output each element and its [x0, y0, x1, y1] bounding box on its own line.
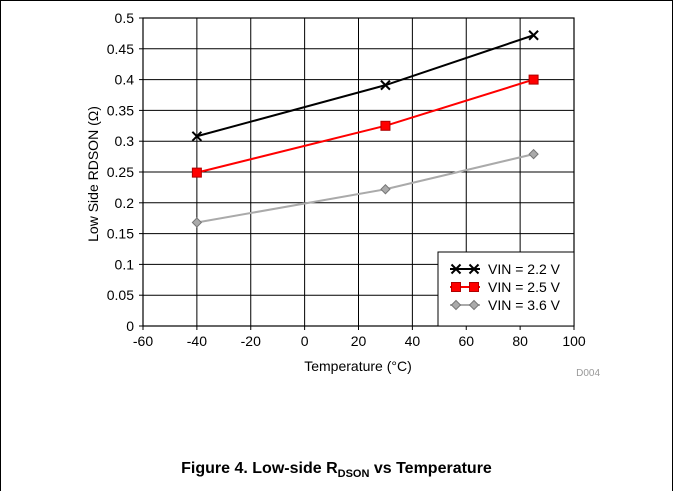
x-tick-label: 40 [405, 333, 421, 349]
y-tick-label: 0.35 [107, 102, 134, 118]
legend-item: VIN = 3.6 V [450, 297, 561, 313]
series-3 [191, 148, 539, 228]
y-tick-label: 0.4 [115, 72, 135, 88]
x-tick-label: -60 [133, 333, 153, 349]
data-point [380, 184, 391, 195]
legend-marker [469, 282, 479, 292]
y-tick-label: 0.5 [115, 10, 135, 26]
data-point [528, 148, 539, 160]
y-tick-label: 0.45 [107, 41, 134, 57]
chart-id-watermark: D004 [576, 368, 600, 379]
data-point [528, 30, 539, 41]
data-point [380, 79, 391, 91]
y-tick-label: 0.25 [107, 164, 134, 180]
x-tick-label: 60 [458, 333, 474, 349]
y-tick-label: 0.05 [107, 287, 134, 303]
series-2 [191, 74, 539, 178]
data-point [528, 74, 539, 85]
x-tick-label: -20 [241, 333, 261, 349]
legend-label: VIN = 2.5 V [488, 279, 561, 295]
x-axis-label: Temperature (°C) [304, 358, 412, 374]
legend-item: VIN = 2.2 V [450, 261, 561, 277]
caption-subscript: DSON [337, 468, 370, 481]
x-tick-label: 80 [512, 333, 528, 349]
x-tick-label: -40 [187, 333, 207, 349]
series-line [196, 153, 534, 224]
series-line [196, 78, 534, 174]
y-axis-label: Low Side RDSON (Ω) [85, 106, 101, 242]
series-1 [191, 30, 539, 142]
legend-item: VIN = 2.5 V [450, 279, 561, 295]
legend: VIN = 2.2 V VIN = 2.5 V VIN = 3.6 V [437, 251, 575, 327]
axes: -60 -40 -20 0 20 40 60 80 100 0 0.05 0.1 0.15 0.2 0.25… [107, 10, 586, 349]
x-tick-label: 0 [301, 333, 309, 349]
y-tick-label: 0.2 [115, 195, 135, 211]
legend-marker [450, 299, 462, 311]
caption-suffix: vs Temperature [369, 460, 492, 477]
x-tick-label: 100 [562, 333, 586, 349]
y-tick-label: 0.15 [107, 226, 134, 242]
y-tick-label: 0.3 [115, 133, 135, 149]
plot-area-border [142, 17, 575, 327]
series-line [196, 34, 534, 138]
data-point [191, 131, 203, 142]
data-point [191, 167, 202, 178]
x-tick-label: 20 [351, 333, 367, 349]
y-tick-label: 0 [126, 318, 134, 334]
figure-caption: Figure 4. Low-side RDSON vs Temperature [0, 460, 673, 480]
legend-marker [450, 263, 462, 275]
legend-marker [468, 263, 480, 275]
data-point [380, 120, 391, 131]
legend-marker [451, 282, 461, 292]
legend-label: VIN = 2.2 V [488, 261, 561, 277]
legend-marker [468, 299, 480, 311]
y-tick-label: 0.1 [115, 256, 135, 272]
legend-label: VIN = 3.6 V [488, 297, 561, 313]
series-layer [191, 30, 539, 228]
data-point [191, 217, 203, 228]
caption-prefix: Figure 4. Low-side R [181, 460, 338, 477]
